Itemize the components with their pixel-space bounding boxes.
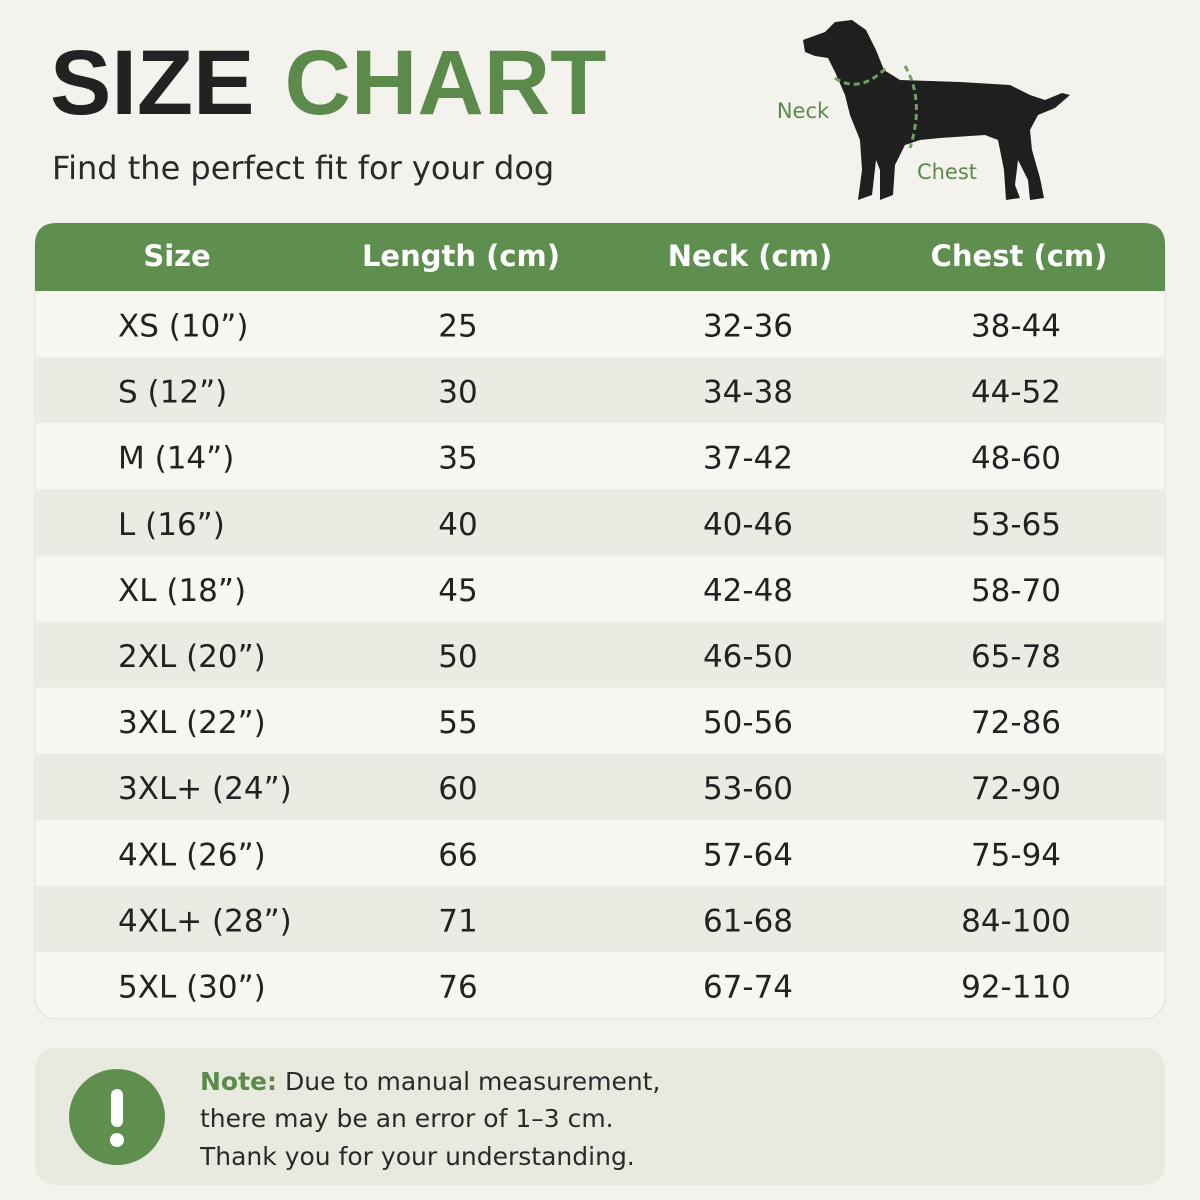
table-cell: 72-86 — [971, 705, 1061, 741]
table-cell: 35 — [438, 441, 477, 477]
table-cell: 2XL (20”) — [118, 639, 266, 675]
row-stripe — [36, 621, 1164, 688]
row-stripe — [36, 357, 1164, 424]
title-first: SIZE — [50, 32, 254, 134]
table-cell: L (16”) — [118, 507, 225, 543]
neck-label: Neck — [777, 99, 830, 123]
row-stripe — [36, 489, 1164, 556]
row-stripe — [36, 753, 1164, 820]
table-cell: 3XL (22”) — [118, 705, 266, 741]
note-icon-bar — [111, 1089, 123, 1127]
table-cell: M (14”) — [118, 441, 234, 477]
table-cell: 44-52 — [971, 375, 1061, 411]
table-cell: 60 — [438, 771, 477, 807]
table-cell: 55 — [438, 705, 477, 741]
note-text: Due to manual measurement, — [285, 1067, 660, 1096]
table-cell: 30 — [438, 375, 477, 411]
column-header: Size — [143, 239, 210, 273]
table-cell: 84-100 — [961, 903, 1071, 939]
table-cell: XS (10”) — [118, 309, 248, 345]
note-text: there may be an error of 1–3 cm. — [200, 1104, 614, 1133]
table-cell: 34-38 — [703, 375, 793, 411]
table-cell: 92-110 — [961, 969, 1071, 1005]
table-cell: 25 — [438, 309, 477, 345]
table-cell: XL (18”) — [118, 573, 246, 609]
note-box: Note: Due to manual measurement, there ma… — [35, 1048, 1165, 1185]
table-header — [35, 223, 1165, 291]
table-cell: 42-48 — [703, 573, 793, 609]
table-cell: S (12”) — [118, 375, 227, 411]
row-stripe — [36, 885, 1164, 952]
note-background — [35, 1048, 1165, 1185]
table-cell: 40-46 — [703, 507, 793, 543]
table-cell: 58-70 — [971, 573, 1061, 609]
table-cell: 71 — [438, 903, 477, 939]
note-text: Thank you for your understanding. — [199, 1142, 635, 1171]
table-cell: 50 — [438, 639, 477, 675]
table-cell: 66 — [438, 837, 477, 873]
table-cell: 4XL (26”) — [118, 837, 266, 873]
table-cell: 32-36 — [703, 309, 793, 345]
note-icon-dot — [110, 1133, 124, 1147]
table-cell: 75-94 — [971, 837, 1061, 873]
table-cell: 46-50 — [703, 639, 793, 675]
size-table: Size Length (cm) Neck (cm) Chest (cm) XS (10… — [34, 222, 1166, 1020]
chest-label: Chest — [917, 160, 977, 184]
note-line: Note: Due to manual measurement, — [200, 1067, 660, 1096]
table-cell: 53-65 — [971, 507, 1061, 543]
table-cell: 38-44 — [971, 309, 1061, 345]
chest-guide — [903, 65, 918, 149]
table-cell: 4XL+ (28”) — [118, 903, 292, 939]
table-cell: 61-68 — [703, 903, 793, 939]
table-cell: 65-78 — [971, 639, 1061, 675]
column-header: Neck (cm) — [668, 239, 832, 273]
table-cell: 45 — [438, 573, 477, 609]
table-cell: 53-60 — [703, 771, 793, 807]
table-cell: 72-90 — [971, 771, 1061, 807]
table-cell: 50-56 — [703, 705, 793, 741]
table-cell: 48-60 — [971, 441, 1061, 477]
table-cell: 40 — [438, 507, 477, 543]
title-second: CHART — [284, 32, 606, 134]
table-cell: 3XL+ (24”) — [118, 771, 292, 807]
table-cell: 67-74 — [703, 969, 793, 1005]
note-label: Note: — [200, 1067, 277, 1096]
column-header: Length (cm) — [362, 239, 560, 273]
table-cell: 76 — [438, 969, 477, 1005]
table-cell: 57-64 — [703, 837, 793, 873]
title: SIZE CHART — [50, 32, 606, 134]
neck-guide — [834, 64, 890, 86]
table-cell: 5XL (30”) — [118, 969, 266, 1005]
table-cell: 37-42 — [703, 441, 793, 477]
dog-diagram: Neck Chest — [777, 20, 1070, 200]
column-header: Chest (cm) — [931, 239, 1108, 273]
subtitle: Find the perfect fit for your dog — [52, 149, 554, 187]
dog-silhouette — [803, 20, 1070, 200]
